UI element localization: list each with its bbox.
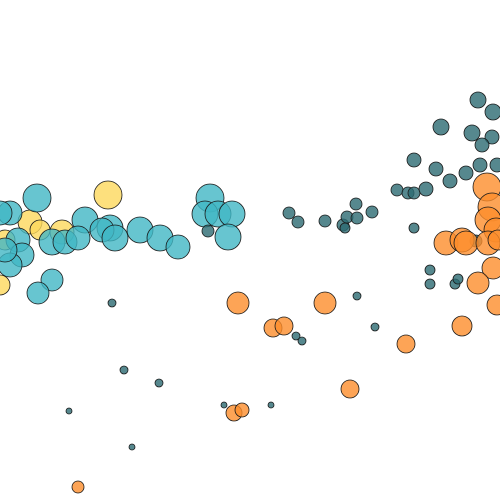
bubble bbox=[390, 183, 404, 197]
bubble bbox=[282, 206, 296, 220]
bubble bbox=[487, 229, 500, 251]
bubble bbox=[297, 336, 307, 346]
bubble bbox=[201, 224, 215, 238]
bubble bbox=[458, 165, 474, 181]
bubble bbox=[234, 402, 250, 418]
bubble bbox=[340, 379, 360, 399]
bubble bbox=[486, 294, 500, 316]
bubble bbox=[226, 291, 250, 315]
bubble bbox=[65, 407, 73, 415]
bubble bbox=[484, 129, 500, 145]
bubble bbox=[451, 315, 473, 337]
bubble bbox=[481, 256, 500, 280]
bubble bbox=[489, 157, 500, 173]
bubble bbox=[452, 273, 464, 285]
bubble bbox=[424, 278, 436, 290]
bubble bbox=[408, 222, 420, 234]
bubble bbox=[370, 322, 380, 332]
bubble bbox=[291, 331, 301, 341]
bubble bbox=[274, 316, 294, 336]
bubble bbox=[313, 291, 337, 315]
bubble bbox=[352, 291, 362, 301]
bubble bbox=[154, 378, 164, 388]
bubble bbox=[318, 214, 332, 228]
bubble bbox=[406, 152, 422, 168]
bubble bbox=[453, 230, 479, 256]
bubble bbox=[101, 224, 129, 252]
bubble bbox=[128, 443, 136, 451]
bubble bbox=[0, 200, 13, 226]
bubble bbox=[26, 281, 50, 305]
bubble bbox=[424, 264, 436, 276]
bubble bbox=[463, 124, 481, 142]
bubble bbox=[220, 401, 228, 409]
bubble bbox=[214, 223, 242, 251]
bubble bbox=[165, 234, 191, 260]
bubble bbox=[442, 173, 458, 189]
bubble bbox=[484, 103, 500, 121]
bubble bbox=[119, 365, 129, 375]
bubble bbox=[350, 211, 364, 225]
bubble bbox=[469, 91, 487, 109]
bubble bbox=[71, 480, 85, 494]
bubble bbox=[418, 181, 434, 197]
bubble bbox=[218, 200, 246, 228]
bubble bbox=[22, 183, 52, 213]
bubble bbox=[267, 401, 275, 409]
bubble bbox=[396, 334, 416, 354]
bubble bbox=[474, 137, 490, 153]
bubble bbox=[339, 222, 351, 234]
bubble bbox=[0, 274, 11, 296]
bubble bbox=[365, 205, 379, 219]
bubble bbox=[432, 118, 450, 136]
bubble bbox=[428, 161, 444, 177]
bubble bbox=[407, 186, 421, 200]
bubble bbox=[93, 180, 123, 210]
bubble bbox=[349, 197, 363, 211]
bubble bbox=[107, 298, 117, 308]
bubble bbox=[65, 225, 91, 251]
bubble bbox=[472, 157, 488, 173]
bubble bbox=[466, 271, 490, 295]
bubble bbox=[0, 237, 18, 263]
bubble bbox=[291, 215, 305, 229]
